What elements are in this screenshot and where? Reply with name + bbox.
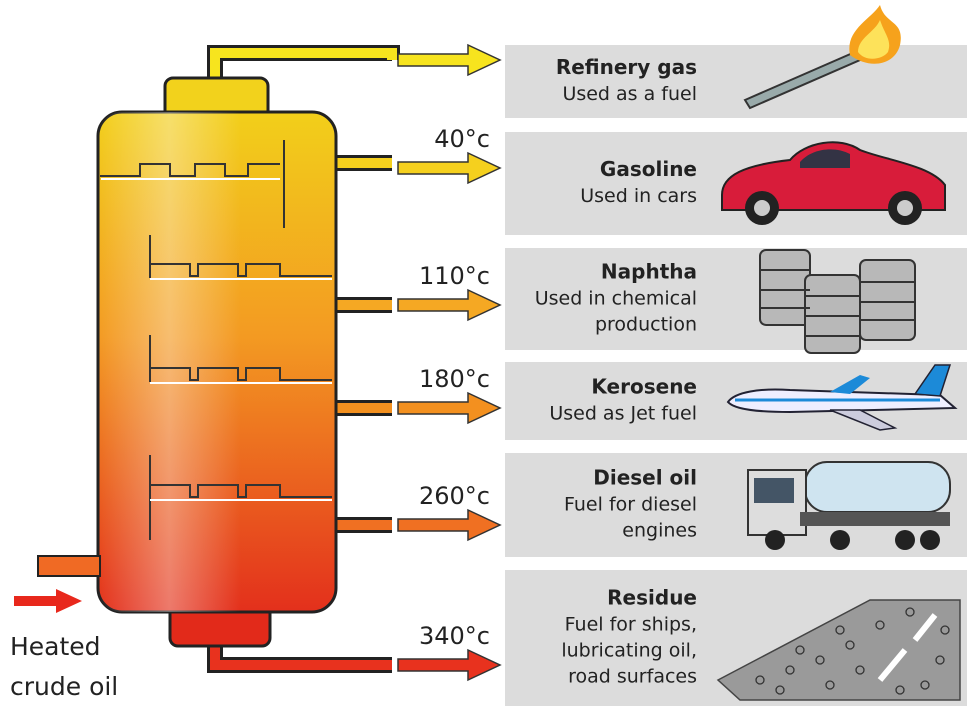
column-shine <box>98 112 336 612</box>
tray-highlights <box>101 178 332 501</box>
arrow <box>397 43 502 77</box>
fraction-use: Used in cars <box>580 185 697 207</box>
input-arrow <box>14 589 82 613</box>
temperature: 110°c <box>419 262 490 290</box>
input-label: Heated <box>10 632 101 661</box>
fraction-name: Residue <box>607 586 697 610</box>
arrow <box>397 391 502 425</box>
fraction-name: Naphtha <box>601 260 697 284</box>
icon-truck <box>747 461 951 550</box>
arrow <box>397 288 502 322</box>
temperature: 260°c <box>419 482 490 510</box>
pipe <box>210 48 397 82</box>
icon-plane <box>726 364 958 431</box>
input-pipe <box>37 555 101 577</box>
fraction-use: Used in chemical <box>535 288 697 310</box>
fraction-use: lubricating oil, <box>561 640 697 662</box>
fraction-use: Fuel for diesel <box>564 494 697 516</box>
fraction-name: Gasoline <box>600 157 697 181</box>
fraction-name: Kerosene <box>591 375 697 399</box>
fraction-use: Used as Jet fuel <box>549 403 697 425</box>
temperature: 340°c <box>419 622 490 650</box>
arrow <box>397 151 502 185</box>
icon-car <box>721 141 946 225</box>
fraction-use: production <box>595 314 697 336</box>
fraction-name: Diesel oil <box>593 466 697 490</box>
icon-road <box>716 599 961 701</box>
temperature: 180°c <box>419 365 490 393</box>
fraction-use: Used as a fuel <box>562 83 697 105</box>
temperature: 40°c <box>434 125 490 153</box>
trays <box>100 140 332 540</box>
column <box>96 76 338 648</box>
arrow <box>397 508 502 542</box>
icon-torch <box>743 5 901 110</box>
input-label: crude oil <box>10 672 118 701</box>
fraction-use: road surfaces <box>568 666 697 688</box>
arrow <box>397 648 502 682</box>
fraction-use: engines <box>622 520 697 542</box>
fraction-use: Fuel for ships, <box>565 614 697 636</box>
icon-barrels <box>759 249 916 354</box>
pipe <box>210 644 392 670</box>
fraction-name: Refinery gas <box>556 55 697 79</box>
